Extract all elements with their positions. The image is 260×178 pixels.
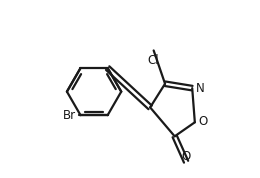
Text: Cl: Cl [148, 54, 159, 67]
Text: O: O [181, 150, 191, 163]
Text: O: O [198, 115, 207, 128]
Text: N: N [196, 82, 204, 96]
Text: Br: Br [63, 109, 76, 122]
